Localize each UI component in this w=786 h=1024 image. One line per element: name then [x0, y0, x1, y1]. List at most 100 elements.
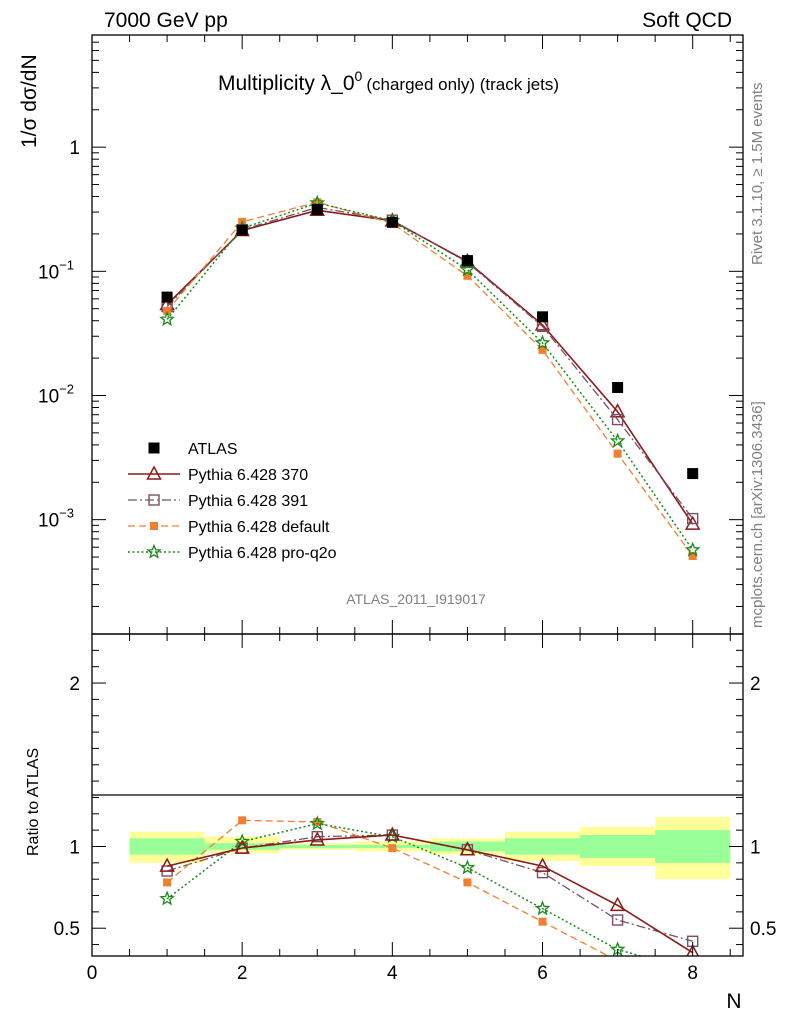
ratio-point-pythia-6-428-default-6 [538, 917, 547, 926]
data-point-pythia-6-428-391-8 [686, 512, 699, 525]
legend-label-pythia-6-428-391: Pythia 6.428 391 [188, 493, 308, 510]
series-line-pythia-6-428-391 [166, 206, 694, 519]
ratio-point-pythia-6-428-pro-q2o-5 [459, 859, 476, 875]
legend-label-pythia-6-428-pro-q2o: Pythia 6.428 pro-q2o [188, 545, 337, 562]
y-tick-label: 10−1 [38, 257, 74, 283]
ratio-point-pythia-6-428-default-2 [238, 816, 247, 825]
data-point-pythia-6-428-pro-q2o-7 [609, 432, 626, 448]
ratio-y-tick-label-right: 2 [750, 674, 761, 695]
band-green-7 [580, 835, 656, 858]
ratio-point-pythia-6-428-pro-q2o-6 [534, 900, 551, 916]
y-tick-base: 1 [69, 138, 80, 159]
data-point-atlas-6 [537, 311, 549, 323]
data-point-pythia-6-428-391-7 [611, 413, 624, 426]
data-point-pythia-6-428-default-8 [688, 551, 697, 560]
ratio-point-pythia-6-428-default-4 [388, 844, 397, 853]
ratio-line-pythia-6-428-pro-q2o [166, 822, 644, 956]
ratio-point-pythia-6-428-pro-q2o-3 [309, 815, 326, 831]
y-tick-exponent: −2 [59, 381, 74, 396]
ratio-point-pythia-6-428-pro-q2o-1 [159, 890, 175, 906]
data-point-atlas-7 [612, 381, 624, 393]
plot-title: Multiplicity λ_00 (charged only) (track j… [218, 68, 559, 95]
axis-tick-labels: 110−110−210−32 21 10.5 0.50 2 4 6 8 [38, 138, 776, 984]
ratio-y-tick-label: 1 [69, 837, 80, 858]
legend-marker-pythia-6-428-391 [148, 494, 160, 506]
band-green-6 [504, 838, 581, 855]
band-green-3 [279, 844, 355, 849]
data-point-atlas-2 [236, 224, 248, 236]
data-point-pythia-6-428-default-3 [313, 198, 322, 207]
x-tick-label: 4 [387, 963, 398, 984]
data-point-atlas-1 [161, 291, 173, 303]
x-tick-label: 0 [87, 963, 98, 984]
legend: ATLAS Pythia 6.428 370 Pythia 6.428 391 Pyt… [128, 441, 337, 562]
y-tick-base: 10 [38, 386, 59, 407]
y-axis-label-ratio: Ratio to ATLAS [25, 748, 42, 856]
ratio-point-pythia-6-428-370-1 [159, 857, 175, 872]
ratio-line-pythia-6-428-default [166, 819, 610, 956]
ratio-point-pythia-6-428-pro-q2o-2 [234, 833, 251, 849]
band-green-5 [429, 841, 505, 852]
y-tick-base: 10 [38, 262, 59, 283]
band-green-2 [204, 843, 280, 850]
legend-marker-pythia-6-428-pro-q2o [146, 543, 162, 559]
series-line-pythia-6-428-default [166, 201, 694, 557]
legend-label-atlas: ATLAS [188, 441, 238, 458]
ratio-point-pythia-6-428-391-6 [536, 866, 549, 879]
y-tick-exponent: −3 [59, 506, 74, 521]
ratio-y-tick-label: 2 [69, 674, 80, 695]
ratio-plot-frame [91, 633, 744, 957]
plot-title-main: Multiplicity λ_0 [218, 72, 355, 95]
series-line-pythia-6-428-370 [166, 209, 694, 525]
legend-label-pythia-6-428-default: Pythia 6.428 default [188, 519, 330, 536]
plot-title-small: (charged only) (track jets) [366, 75, 559, 94]
ratio-point-pythia-6-428-370-8 [686, 944, 700, 956]
legend-marker-pythia-6-428-default [150, 522, 158, 530]
data-point-pythia-6-428-default-5 [463, 271, 472, 280]
data-point-pythia-6-428-370-7 [609, 403, 626, 418]
band-green-1 [129, 838, 205, 855]
ratio-point-pythia-6-428-default-3 [313, 817, 322, 826]
y-tick-label: 10−2 [38, 381, 74, 407]
ratio-plot-series [159, 815, 700, 956]
ratio-point-pythia-6-428-370-3 [309, 831, 326, 846]
watermark: ATLAS_2011_I919017 [346, 591, 486, 607]
legend-label-pythia-6-428-370: Pythia 6.428 370 [188, 467, 308, 484]
plot-title-sup: 0 [355, 68, 363, 84]
data-point-pythia-6-428-pro-q2o-8 [684, 541, 701, 557]
y-tick-label: 1 [69, 138, 80, 159]
data-point-atlas-3 [311, 203, 323, 215]
ratio-point-pythia-6-428-default-5 [463, 878, 472, 887]
ratio-y-tick-label-right: 1 [750, 837, 761, 858]
header-right: Soft QCD [642, 9, 732, 32]
ratio-line-pythia-6-428-370 [166, 834, 694, 954]
ratio-y-tick-label: 0.5 [54, 919, 80, 940]
mcplots-label: mcplots.cern.ch [arXiv:1306.3436] [749, 401, 766, 628]
ratio-point-pythia-6-428-370-4 [384, 826, 401, 841]
main-plot-series [159, 194, 701, 560]
legend-marker-atlas [148, 442, 160, 454]
ratio-point-pythia-6-428-370-2 [234, 839, 250, 854]
header-left: 7000 GeV pp [104, 9, 228, 32]
y-axis-label-main: 1/σ dσ/dN [18, 54, 41, 148]
data-point-atlas-5 [461, 255, 473, 267]
x-tick-label: 8 [687, 963, 698, 984]
series-line-pythia-6-428-pro-q2o [166, 202, 694, 551]
ratio-point-pythia-6-428-370-7 [609, 896, 626, 912]
axis-ticks [91, 34, 743, 956]
ratio-point-pythia-6-428-370-6 [534, 857, 551, 872]
y-tick-exponent: −1 [59, 257, 74, 272]
ratio-point-pythia-6-428-default-1 [163, 878, 172, 887]
rivet-label: Rivet 3.1.10, ≥ 1.5M events [749, 83, 766, 266]
y-tick-base: 10 [38, 511, 59, 532]
data-point-pythia-6-428-default-6 [538, 345, 547, 354]
data-point-pythia-6-428-default-1 [163, 306, 172, 315]
ratio-point-pythia-6-428-391-7 [611, 914, 624, 926]
y-tick-label: 10−3 [38, 506, 74, 532]
data-point-pythia-6-428-pro-q2o-5 [459, 261, 476, 277]
x-axis-label: N [726, 990, 741, 1013]
x-tick-label: 6 [537, 963, 548, 984]
uncertainty-bands [129, 817, 731, 880]
data-point-pythia-6-428-default-7 [613, 449, 622, 458]
